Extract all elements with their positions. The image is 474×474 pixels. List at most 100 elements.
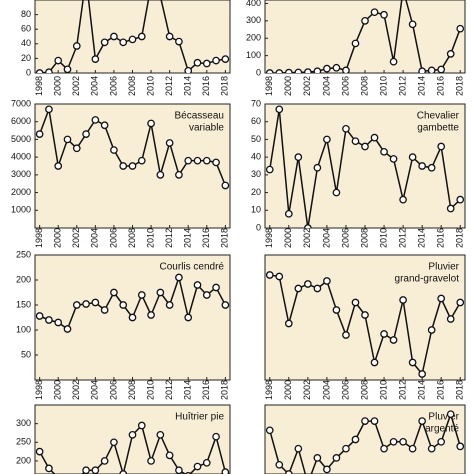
marker: [91, 116, 100, 124]
marker: [100, 38, 109, 47]
y-tick-label: 5000: [11, 134, 31, 144]
marker: [380, 330, 388, 338]
series: [265, 271, 465, 378]
y-tick-label: 400: [246, 0, 261, 8]
marker: [342, 444, 350, 453]
marker: [332, 188, 341, 197]
y-tick-label: 60: [251, 116, 261, 126]
y-tick-label: 60: [21, 24, 31, 34]
marker: [408, 153, 417, 161]
x-tick-label: 2006: [108, 380, 118, 400]
x-tick-label: 2000: [53, 228, 63, 248]
marker: [446, 50, 455, 58]
x-tick-label: 2008: [359, 76, 369, 96]
x-tick-label: 2018: [455, 76, 465, 96]
marker: [137, 291, 146, 299]
marker: [128, 430, 137, 439]
marker: [313, 163, 322, 172]
marker: [184, 66, 193, 73]
marker: [147, 119, 155, 128]
marker: [193, 58, 202, 67]
marker: [82, 466, 90, 474]
marker: [284, 68, 293, 73]
x-tick-label: 2000: [283, 380, 293, 400]
marker: [100, 306, 109, 314]
marker: [342, 331, 350, 339]
x-tick-label: 2006: [340, 76, 350, 96]
x-tick-label: 2006: [108, 76, 118, 96]
marker: [389, 437, 398, 446]
x-tick-label: 2004: [321, 76, 331, 96]
marker: [304, 68, 312, 73]
x-tick-label: 2012: [164, 228, 174, 248]
marker: [119, 301, 128, 309]
marker: [446, 410, 455, 419]
x-tick-label: 2002: [71, 380, 81, 400]
marker: [137, 156, 146, 165]
marker: [72, 42, 81, 50]
marker: [332, 63, 341, 72]
marker: [323, 465, 331, 474]
marker: [175, 37, 183, 46]
y-tick-label: 0: [256, 67, 261, 77]
marker: [380, 10, 388, 19]
y-tick-label: 2000: [11, 187, 31, 197]
marker: [221, 55, 230, 63]
x-tick-label: 2000: [283, 228, 293, 248]
marker: [63, 325, 72, 333]
marker: [427, 326, 436, 334]
marker: [147, 457, 155, 465]
marker: [418, 370, 426, 378]
x-tick-label: 2006: [108, 228, 118, 248]
panel: 50 100 150 200 250 1998 2000 2002 2004 2006 2008 20…: [16, 249, 231, 400]
marker: [156, 171, 165, 179]
panel: 0 100 200 300 400 1998 2000 2002 2004 2006 2008 201…: [246, 0, 466, 96]
marker: [202, 59, 211, 68]
x-tick-label: 2002: [302, 380, 312, 400]
marker: [221, 468, 230, 474]
x-tick-label: 2018: [455, 380, 465, 400]
marker: [380, 147, 388, 156]
x-tick-label: 2004: [321, 228, 331, 248]
panel-title: argenté: [425, 424, 459, 435]
marker: [370, 8, 379, 17]
plot-area: [34, 404, 231, 474]
marker: [389, 57, 398, 66]
x-tick-label: 2008: [127, 380, 137, 400]
marker: [54, 56, 63, 65]
x-tick-label: 2002: [71, 76, 81, 96]
x-tick-label: 2014: [417, 380, 427, 400]
marker: [427, 66, 436, 73]
marker: [389, 155, 398, 163]
marker: [91, 298, 100, 307]
marker: [128, 313, 137, 322]
marker: [418, 162, 426, 170]
marker: [313, 284, 322, 293]
x-tick-label: 2010: [378, 228, 388, 248]
marker: [202, 291, 211, 299]
x-tick-label: 2004: [321, 380, 331, 400]
y-tick-label: 200: [16, 274, 31, 284]
x-tick-label: 2008: [359, 380, 369, 400]
series: [35, 273, 230, 333]
x-tick-label: 2012: [397, 380, 407, 400]
marker: [313, 454, 322, 462]
marker: [313, 67, 322, 73]
marker: [361, 17, 369, 25]
y-tick-label: 200: [16, 455, 31, 465]
y-tick-label: 7000: [11, 98, 31, 108]
marker: [284, 209, 293, 218]
marker: [137, 421, 146, 430]
marker: [45, 464, 53, 473]
marker: [456, 195, 465, 204]
panel: 0 20 40 60 80 1998 2000 2002 2004 2006 2008 2010 201…: [21, 0, 231, 96]
marker: [332, 306, 341, 314]
marker: [370, 358, 379, 367]
marker: [399, 437, 407, 446]
marker: [35, 312, 44, 320]
series: [35, 105, 230, 190]
x-tick-label: 2010: [145, 228, 155, 248]
marker: [175, 171, 183, 179]
x-tick-label: 2014: [183, 228, 193, 248]
x-tick-label: 2002: [302, 76, 312, 96]
